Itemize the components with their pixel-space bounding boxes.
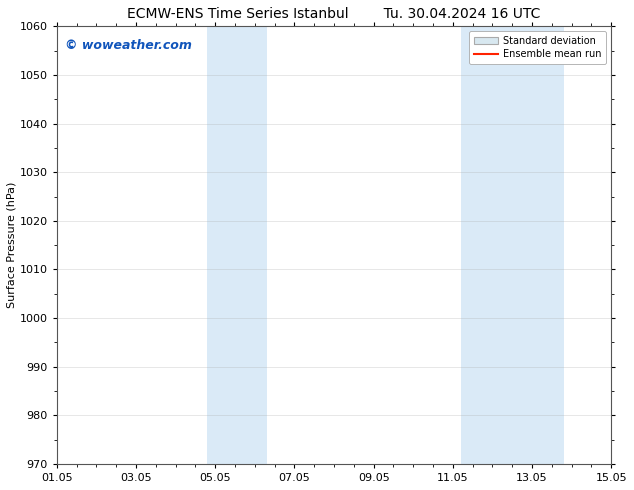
Text: © woweather.com: © woweather.com	[65, 39, 192, 52]
Y-axis label: Surface Pressure (hPa): Surface Pressure (hPa)	[7, 182, 17, 308]
Legend: Standard deviation, Ensemble mean run: Standard deviation, Ensemble mean run	[469, 31, 606, 64]
Bar	[461, 26, 564, 464]
Bar	[207, 26, 267, 464]
Title: ECMW-ENS Time Series Istanbul        Tu. 30.04.2024 16 UTC: ECMW-ENS Time Series Istanbul Tu. 30.04.…	[127, 7, 541, 21]
